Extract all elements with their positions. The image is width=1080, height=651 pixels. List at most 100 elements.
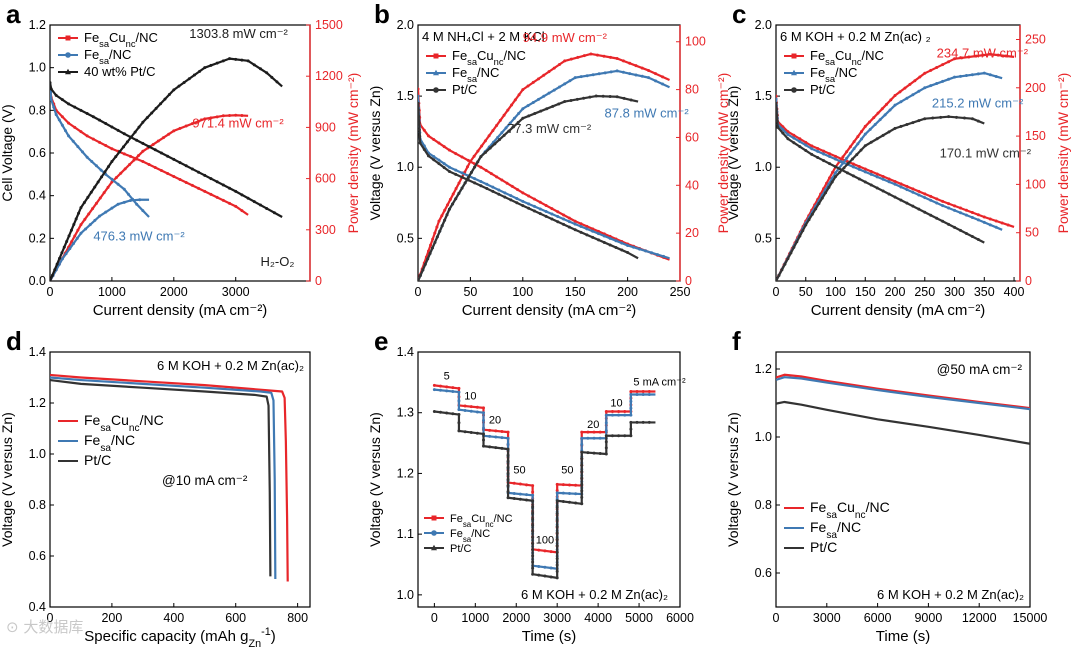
data-point [110,147,114,151]
data-point [623,434,627,438]
data-point [234,113,238,117]
legend-marker [791,87,797,93]
data-point [451,412,455,416]
data-point [531,80,535,84]
x-tick-label: 6000 [666,611,694,625]
data-point [976,238,980,242]
data-point [629,393,633,396]
data-point [848,145,852,149]
data-point [970,235,974,239]
data-point [580,482,584,486]
data-point [640,74,644,78]
data-point [69,228,73,232]
data-point [824,191,828,195]
panel-f: 0 3000 6000 9000 12000 15000 0.6 0.8 1.0 1.2 Time … [725,326,1047,645]
data-point [881,177,885,181]
data-point [178,177,182,181]
data-point [585,224,589,228]
data-point [953,225,957,229]
data-point [60,257,64,261]
data-point [451,389,455,393]
data-point [156,139,160,143]
data-point [573,76,577,80]
data-point [543,565,547,569]
data-point [863,167,867,171]
y-tick-label: 1.5 [755,89,772,103]
data-point [86,195,90,199]
y-tick-label: 2.0 [755,18,772,32]
data-point [198,69,202,73]
x-tick-label: 400 [163,611,184,625]
data-point [617,413,621,417]
data-point [878,118,882,122]
data-point [893,126,897,130]
data-point [994,74,998,78]
data-point [488,434,492,438]
data-point [947,77,951,81]
data-point [556,215,560,219]
data-point [159,151,163,155]
data-point [437,141,441,145]
data-point [981,53,985,57]
data-point [435,225,439,229]
panel-condition: 4 M NH₄Cl + 2 M KCl [422,29,545,44]
y-tick-label: 1.0 [397,588,414,602]
data-point [128,154,132,158]
data-point [116,202,120,206]
y-right-tick-label: 200 [1025,81,1046,95]
data-point [804,143,808,147]
data-point [64,252,68,256]
data-point [500,178,504,182]
data-point [79,223,83,227]
rate-label: 10 [610,398,622,410]
data-point [838,170,842,174]
data-point [947,115,951,119]
y-tick-label: 1.4 [397,345,414,359]
legend-marker [65,68,71,75]
data-point [580,436,584,440]
rate-label: 20 [587,419,599,431]
panel-letter: f [732,326,741,356]
data-point [958,211,962,215]
data-point [126,192,130,196]
data-point [118,150,122,154]
x-tick-label: 0 [415,285,422,299]
data-point [50,90,53,94]
legend-label: FesaCunc/NC [450,513,513,529]
data-point [167,132,171,136]
data-point [184,124,188,128]
x-tick-label: 9000 [914,611,942,625]
data-point [629,434,633,438]
y-axis-label: Voltage (V versus Zn) [725,86,741,221]
panel-condition: 6 M KOH + 0.2 M Zn(ac)₂ [521,587,668,602]
peak-annotation: 215.2 mW cm⁻² [932,95,1024,110]
data-point [79,231,83,235]
data-point [228,201,232,205]
data-point [608,95,612,99]
x-tick-label: 800 [287,611,308,625]
data-point [585,233,589,237]
legend-label: Fesa/NC [810,65,857,84]
data-point [526,84,530,88]
data-point [500,446,504,450]
data-point [623,413,627,417]
data-point [976,72,980,76]
data-point [635,393,639,396]
panel-note: @10 mA cm⁻² [162,473,248,488]
series-group [432,383,656,580]
data-point [579,75,583,79]
data-point [825,181,829,185]
data-point [515,201,519,205]
data-point [834,157,838,161]
data-point [650,251,654,255]
data-point [240,193,244,197]
data-point [563,82,567,86]
data-point [84,227,88,231]
data-point [426,134,430,138]
data-point [621,70,625,74]
data-point [110,125,114,129]
data-point [469,409,473,413]
data-point [76,145,80,149]
data-point [167,92,171,96]
data-point [521,88,525,92]
